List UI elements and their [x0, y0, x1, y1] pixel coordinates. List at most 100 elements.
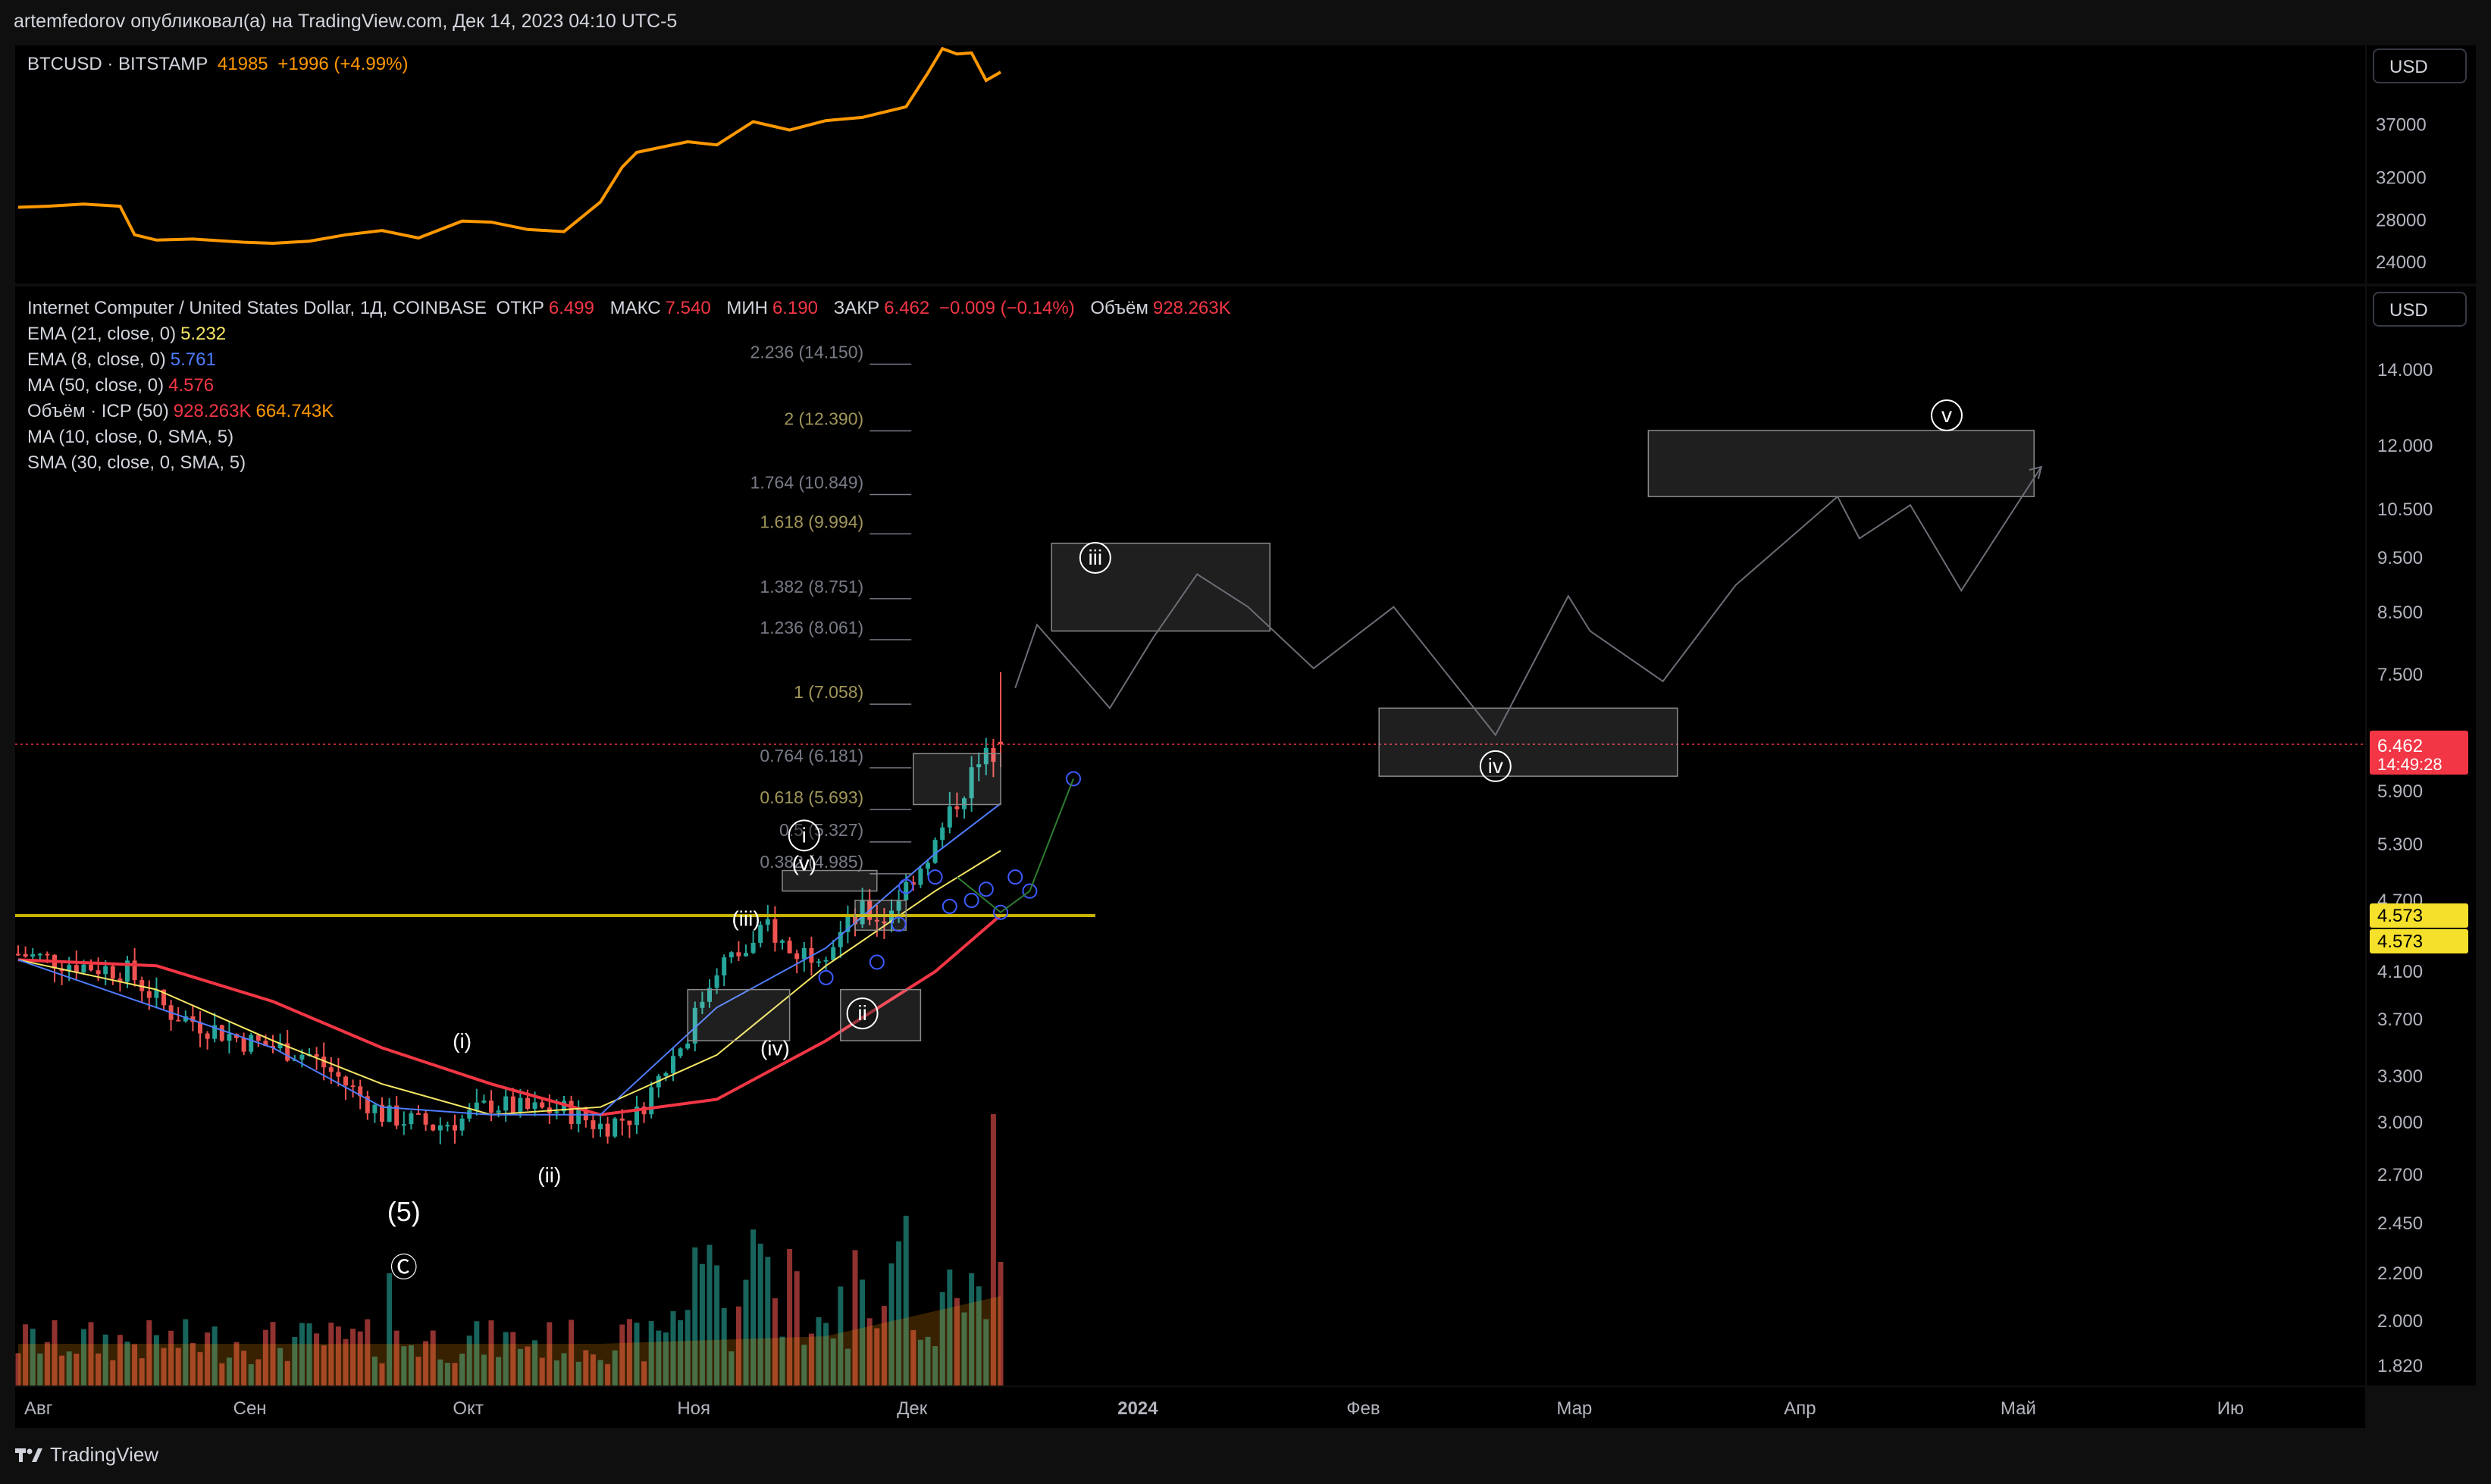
indicator-row[interactable]: MA (50, close, 0) 4.576 — [27, 373, 1236, 399]
volume-bar — [430, 1330, 436, 1385]
candle-body — [598, 1123, 603, 1129]
fib-level-label: 0.5 (5.327) — [779, 820, 863, 840]
volume-bar — [626, 1319, 632, 1385]
candle-body — [23, 953, 28, 957]
candle-body — [474, 1102, 479, 1110]
btc-currency-button[interactable]: USD — [2373, 49, 2467, 83]
main-currency-button[interactable]: USD — [2373, 292, 2467, 327]
price-tick: 3.000 — [2377, 1113, 2423, 1133]
candle-body — [707, 988, 712, 1002]
candle-body — [365, 1096, 370, 1113]
candle-body — [205, 1033, 210, 1039]
candle-body — [146, 991, 152, 998]
fib-level-label: 2 (12.390) — [784, 409, 863, 429]
candle-body — [176, 1019, 181, 1022]
candle-body — [772, 919, 778, 943]
candle-body — [409, 1113, 414, 1125]
wave-point-marker — [927, 869, 943, 885]
candle-body — [445, 1125, 450, 1127]
level-tag-2: 4.573 — [2377, 931, 2423, 952]
volume-bar — [277, 1348, 284, 1385]
indicator-row[interactable]: MA (10, close, 0, SMA, 5) — [27, 424, 1236, 450]
candle-body — [358, 1086, 363, 1097]
candle-body — [831, 947, 836, 960]
candle-body — [976, 764, 982, 768]
volume-bar — [365, 1319, 371, 1385]
candle-body — [249, 1035, 254, 1052]
indicator-row[interactable]: SMA (30, close, 0, SMA, 5) — [27, 450, 1236, 476]
price-tick: 9.500 — [2377, 548, 2423, 568]
volume-bar — [423, 1341, 429, 1385]
candle-body — [627, 1120, 632, 1126]
indicator-row[interactable]: Объём · ICP (50) 928.263K 664.743K — [27, 399, 1236, 424]
volume-bar — [787, 1248, 793, 1385]
indicator-row[interactable]: EMA (21, close, 0) 5.232 — [27, 321, 1236, 347]
candle-body — [380, 1104, 384, 1122]
volume-bar — [721, 1307, 727, 1385]
ma50-line — [17, 913, 1002, 1116]
volume-bar — [583, 1350, 589, 1385]
volume-bar — [197, 1352, 203, 1385]
volume-bar — [110, 1360, 116, 1385]
candle-body — [343, 1076, 348, 1086]
wave-label: iv — [1488, 754, 1503, 778]
volume-bar — [575, 1361, 581, 1385]
indicator-row[interactable]: EMA (8, close, 0) 5.761 — [27, 347, 1236, 373]
candle-body — [423, 1113, 428, 1125]
candle-body — [954, 806, 960, 809]
wave-point-marker — [891, 916, 907, 932]
wave-label-circle — [1079, 542, 1111, 574]
volume-bar — [525, 1346, 531, 1385]
volume-bar — [954, 1298, 960, 1385]
wave-label: Ⓒ — [390, 1252, 418, 1283]
candle-body — [154, 989, 159, 998]
btc-price-axis[interactable]: 37000 32000 28000 24000 — [2367, 45, 2476, 283]
indicator-name: MA (50, close, 0) — [27, 375, 164, 396]
volume-bar — [823, 1323, 829, 1385]
volume-bar — [939, 1291, 945, 1385]
candle-body — [801, 947, 807, 960]
btc-price-tick: 28000 — [2376, 210, 2427, 230]
volume-ma-area — [18, 1296, 1001, 1385]
candle-body — [910, 881, 916, 885]
wave-label: (iv) — [760, 1037, 790, 1060]
candle-body — [350, 1085, 356, 1088]
target-box — [782, 869, 878, 892]
candle-body — [736, 952, 741, 956]
btc-axis-svg: 37000 32000 28000 24000 — [2376, 115, 2427, 273]
volume-bar — [292, 1336, 298, 1385]
time-axis[interactable]: Авг Сен Окт Ноя Дек 2024 Фев Мар Апр Май Ию — [15, 1387, 2365, 1428]
candle-body — [518, 1097, 523, 1113]
volume-bar — [998, 1262, 1004, 1385]
candle-body — [787, 941, 792, 953]
btc-symbol[interactable]: BTCUSD · BITSTAMP — [27, 54, 208, 74]
volume-bar — [794, 1271, 800, 1385]
candle-body — [744, 953, 748, 956]
price-tick: 8.500 — [2377, 603, 2423, 623]
candle-body — [234, 1034, 239, 1038]
candle-body — [962, 798, 967, 809]
indicator-name: EMA (8, close, 0) — [27, 349, 166, 370]
candle-body — [89, 964, 93, 971]
candle-body — [969, 767, 974, 799]
indicator-list: EMA (21, close, 0) 5.232 EMA (8, close, 0)… — [27, 321, 1236, 476]
target-box — [1378, 707, 1678, 777]
target-box — [840, 988, 922, 1041]
volume-bar — [262, 1329, 268, 1385]
target-box — [687, 988, 791, 1041]
volume-bar — [321, 1345, 327, 1385]
main-chart-panel[interactable]: 2.236 (14.150) 2 (12.390) 1.764 (10.849) 1.… — [15, 286, 2365, 1385]
volume-bar — [496, 1357, 502, 1385]
main-symbol[interactable]: Internet Computer / United States Dollar… — [27, 298, 487, 318]
candle-body — [649, 1087, 654, 1115]
main-price-axis[interactable]: 14.000 12.000 10.500 9.500 8.500 7.500 5.900 5.… — [2367, 286, 2476, 1385]
candle-body — [67, 965, 72, 972]
wave-label: (5) — [387, 1196, 421, 1227]
volume-bar — [146, 1320, 152, 1385]
candle-body — [765, 919, 770, 925]
open-value: 6.499 — [548, 298, 594, 318]
volume-bar — [569, 1320, 575, 1385]
candle-body — [940, 827, 945, 841]
time-tick: Окт — [453, 1398, 483, 1419]
tradingview-logo[interactable]: TradingView — [15, 1443, 158, 1467]
